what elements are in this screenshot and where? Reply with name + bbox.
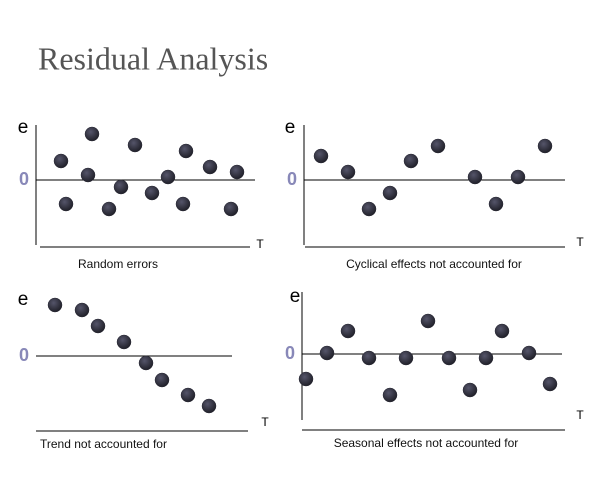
y-axis-label: e [18,289,29,310]
residual-dot [467,169,483,185]
residual-dot [298,371,314,387]
residual-dot [361,350,377,366]
residual-dot [542,376,558,392]
residual-dot [180,387,196,403]
y-tick-label: 0 [285,343,295,363]
residual-dot [84,126,100,142]
residual-dot [160,169,176,185]
caption: Seasonal effects not accounted for [334,436,519,450]
residual-dot [340,323,356,339]
residual-dot [178,143,194,159]
residual-dot [430,138,446,154]
residual-dot [510,169,526,185]
residual-dot [382,387,398,403]
residual-dot [398,350,414,366]
y-axis-label: e [290,286,301,307]
residual-dot [74,302,90,318]
residual-dot [201,398,217,414]
residual-dot [144,185,160,201]
residual-dot [127,137,143,153]
y-axis-label: e [285,117,296,138]
x-axis-label: T [256,237,264,251]
residual-dot [154,372,170,388]
x-axis-label: T [576,235,584,249]
y-tick-label: 0 [287,169,297,189]
x-axis-label: T [261,415,269,429]
residual-dot [361,201,377,217]
residual-dot [382,185,398,201]
caption: Random errors [78,257,158,271]
residual-dot [47,297,63,313]
residual-dot [80,167,96,183]
residual-dot [202,159,218,175]
residual-dot [403,153,419,169]
residual-dot [521,345,537,361]
y-tick-label: 0 [19,345,29,365]
residual-dot [113,179,129,195]
caption: Trend not accounted for [40,437,167,451]
residual-dot [441,350,457,366]
residual-dot [313,148,329,164]
caption: Cyclical effects not accounted for [346,257,522,271]
residual-dot [116,334,132,350]
slide-title: Residual Analysis [38,40,268,76]
residual-dot [340,164,356,180]
residual-dot [223,201,239,217]
residual-dot [537,138,553,154]
residual-dot [101,201,117,217]
residual-dot [478,350,494,366]
residual-dot [53,153,69,169]
y-tick-label: 0 [19,169,29,189]
x-axis-label: T [576,408,584,422]
residual-dot [319,345,335,361]
residual-dot [138,355,154,371]
residual-dot [494,323,510,339]
residual-dot [175,196,191,212]
residual-dot [58,196,74,212]
residual-dot [488,196,504,212]
residual-dot [90,318,106,334]
residual-dot [420,313,436,329]
residual-dot [462,382,478,398]
residual-dot [229,164,245,180]
y-axis-label: e [18,117,29,138]
